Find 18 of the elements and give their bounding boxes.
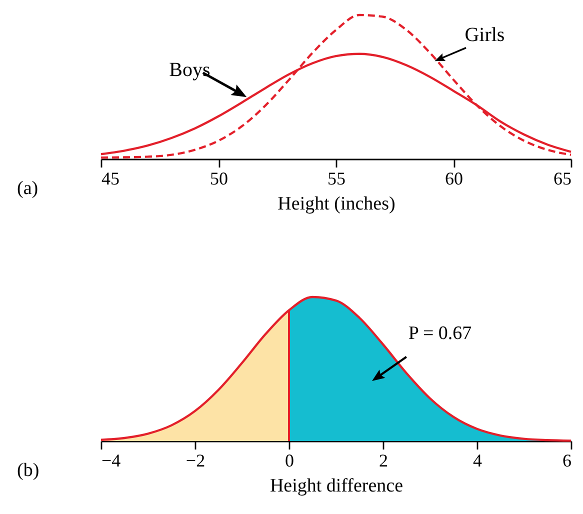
x-tick-label: 45 [102, 168, 120, 188]
x-tick-label: −2 [186, 450, 206, 470]
x-tick-label: 0 [285, 450, 294, 470]
x-axis-title: Height difference [270, 476, 404, 496]
annotation: Girls [464, 24, 505, 46]
x-axis-title: Height (inches) [278, 194, 396, 214]
text: (a) [17, 178, 38, 199]
annotation: P = 0.67 [408, 323, 472, 344]
x-tick-label: 65 [554, 168, 572, 188]
x-tick-label: 4 [473, 450, 482, 470]
x-tick-label: −4 [102, 450, 121, 470]
x-tick-label: 6 [562, 450, 572, 470]
x-tick-label: 60 [445, 168, 463, 188]
x-tick-label: 50 [210, 168, 228, 188]
text: (b) [17, 460, 40, 481]
annotation: Boys [169, 59, 210, 82]
x-tick-label: 2 [379, 450, 388, 470]
x-tick-label: 55 [328, 168, 346, 188]
